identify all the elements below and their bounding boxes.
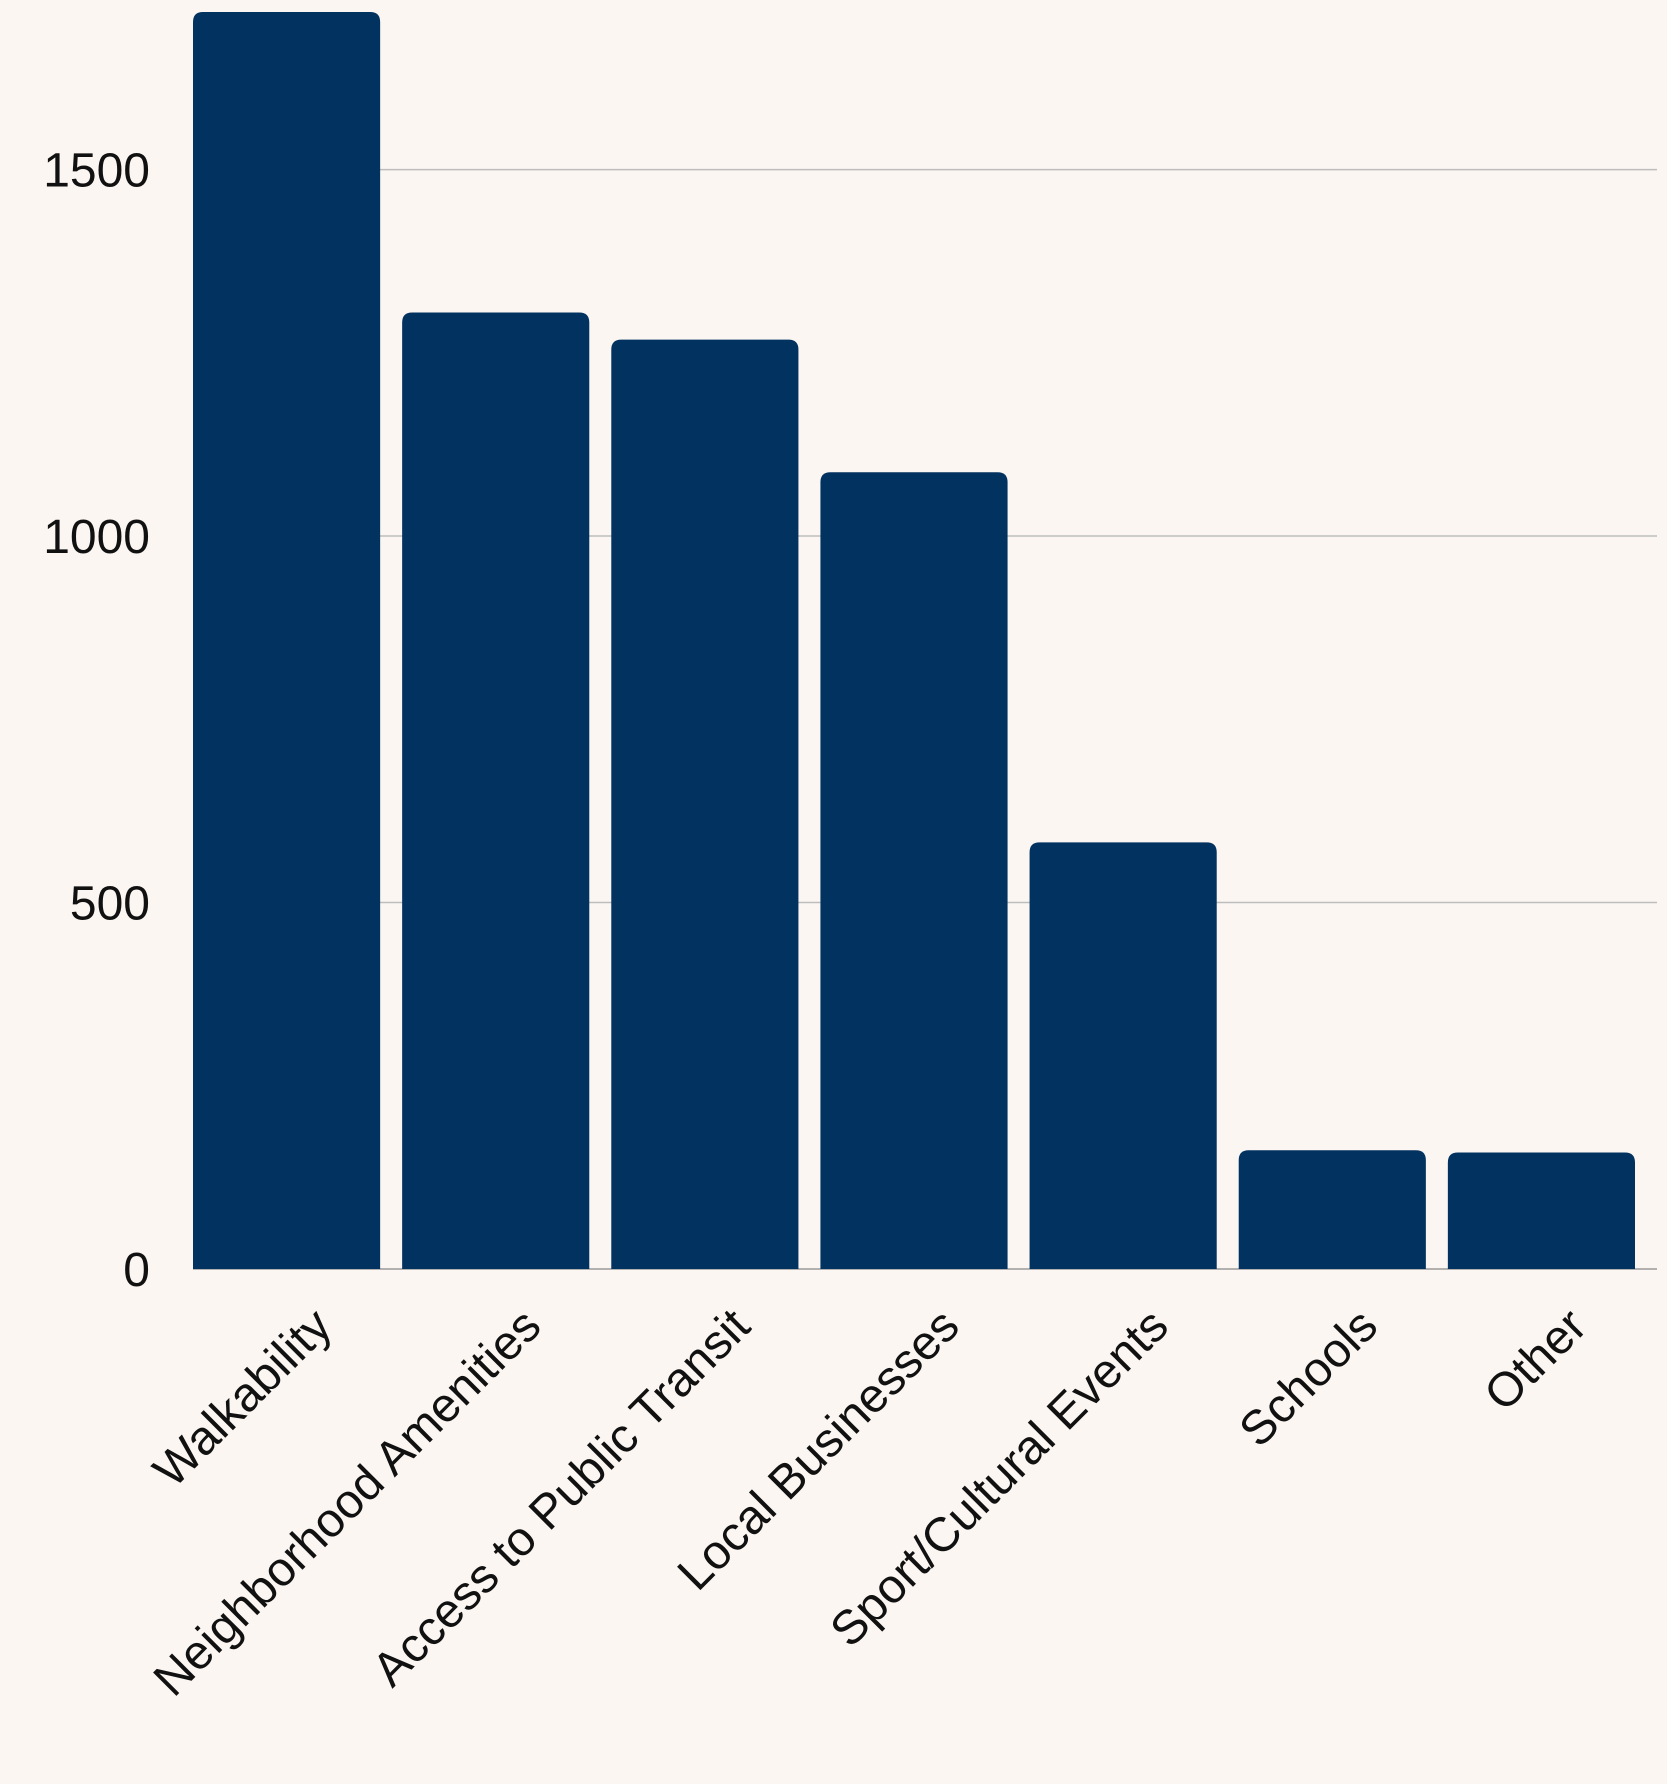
y-tick-label-500: 500 xyxy=(70,878,150,931)
bar-sport-cultural-events xyxy=(1029,842,1217,1269)
bar-neighborhood-amenities xyxy=(402,312,590,1269)
y-axis-tick-labels: 0 500 1000 1500 xyxy=(43,145,150,1297)
bar-schools xyxy=(1238,1150,1426,1269)
y-tick-label-1500: 1500 xyxy=(43,145,150,198)
y-tick-label-1000: 1000 xyxy=(43,511,150,564)
bar-other xyxy=(1447,1152,1635,1269)
bar-local-businesses xyxy=(820,472,1008,1270)
y-tick-label-0: 0 xyxy=(123,1244,150,1297)
bar-walkability xyxy=(193,12,381,1269)
bar-access-to-public-transit xyxy=(611,339,799,1270)
bars xyxy=(193,12,1635,1270)
